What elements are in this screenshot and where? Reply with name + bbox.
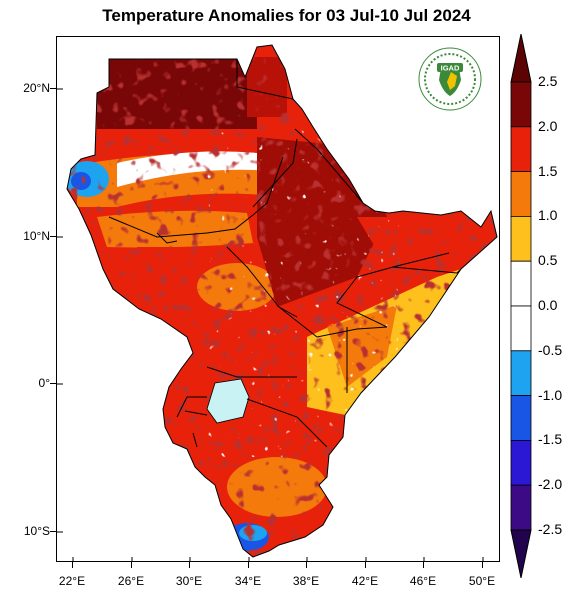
map-plot-area bbox=[56, 36, 500, 562]
colorbar-tick-label: 1.0 bbox=[538, 207, 558, 224]
lon-tick bbox=[423, 562, 424, 568]
lat-label-10n: 10°N bbox=[23, 229, 50, 243]
lon-tick bbox=[248, 562, 249, 568]
colorbar-tick-label: -0.5 bbox=[538, 341, 563, 358]
colorbar-segment bbox=[510, 81, 532, 128]
colorbar-tick-label: -2.0 bbox=[538, 476, 563, 493]
country-borders bbox=[108, 59, 462, 448]
colorbar-tick-label: 2.0 bbox=[538, 117, 558, 134]
lon-tick bbox=[189, 562, 190, 568]
lon-tick bbox=[131, 562, 132, 568]
lon-label-38e: 38°E bbox=[292, 574, 320, 588]
colorbar-segment bbox=[510, 126, 532, 173]
lon-label-46e: 46°E bbox=[409, 574, 437, 588]
lat-tick bbox=[50, 383, 56, 384]
lake-victoria bbox=[206, 378, 250, 424]
colorbar-under-arrow bbox=[510, 529, 532, 578]
lat-label-eq: 0° bbox=[38, 376, 50, 390]
igad-logo-text: IGAD bbox=[441, 64, 460, 73]
colorbar-segment bbox=[510, 260, 532, 307]
colorbar-segment bbox=[510, 395, 532, 441]
lon-label-50e: 50°E bbox=[468, 574, 496, 588]
lat-tick bbox=[50, 88, 56, 89]
lon-label-30e: 30°E bbox=[175, 574, 203, 588]
lon-label-34e: 34°E bbox=[234, 574, 262, 588]
lon-label-42e: 42°E bbox=[351, 574, 379, 588]
colorbar-segment bbox=[510, 439, 532, 486]
lon-tick bbox=[72, 562, 73, 568]
igad-logo: IGAD bbox=[417, 46, 483, 112]
map-title: Temperature Anomalies for 03 Jul-10 Jul … bbox=[102, 6, 471, 25]
lon-tick bbox=[306, 562, 307, 568]
igad-emblem-icon: IGAD bbox=[418, 47, 482, 111]
anomaly-field bbox=[67, 45, 497, 557]
lat-label-10s: 10°S bbox=[23, 524, 50, 538]
lon-tick bbox=[482, 562, 483, 568]
lon-label-26e: 26°E bbox=[117, 574, 145, 588]
lat-tick bbox=[50, 531, 56, 532]
colorbar-segment bbox=[510, 484, 532, 531]
colorbar-segment bbox=[510, 215, 532, 262]
colorbar-tick-label: -1.0 bbox=[538, 386, 563, 403]
colorbar-tick-label: -1.5 bbox=[538, 431, 563, 448]
colorbar-tick-label: 0.5 bbox=[538, 252, 558, 269]
colorbar-segment bbox=[510, 350, 532, 396]
colorbar-segment bbox=[510, 305, 532, 352]
lat-tick bbox=[50, 236, 56, 237]
colorbar-tick-label: 2.5 bbox=[538, 73, 558, 89]
colorbar bbox=[510, 34, 532, 578]
lat-label-20n: 20°N bbox=[23, 81, 50, 95]
colorbar-over-arrow bbox=[510, 34, 532, 83]
colorbar-tick-label: 0.0 bbox=[538, 297, 558, 313]
lon-tick bbox=[365, 562, 366, 568]
colorbar-tick-label: -2.5 bbox=[538, 521, 563, 537]
colorbar-tick-label: 1.5 bbox=[538, 162, 558, 179]
lon-label-22e: 22°E bbox=[58, 574, 86, 588]
inner-ticks bbox=[57, 88, 484, 561]
colorbar-segment bbox=[510, 171, 532, 217]
anomaly-map bbox=[57, 44, 498, 561]
